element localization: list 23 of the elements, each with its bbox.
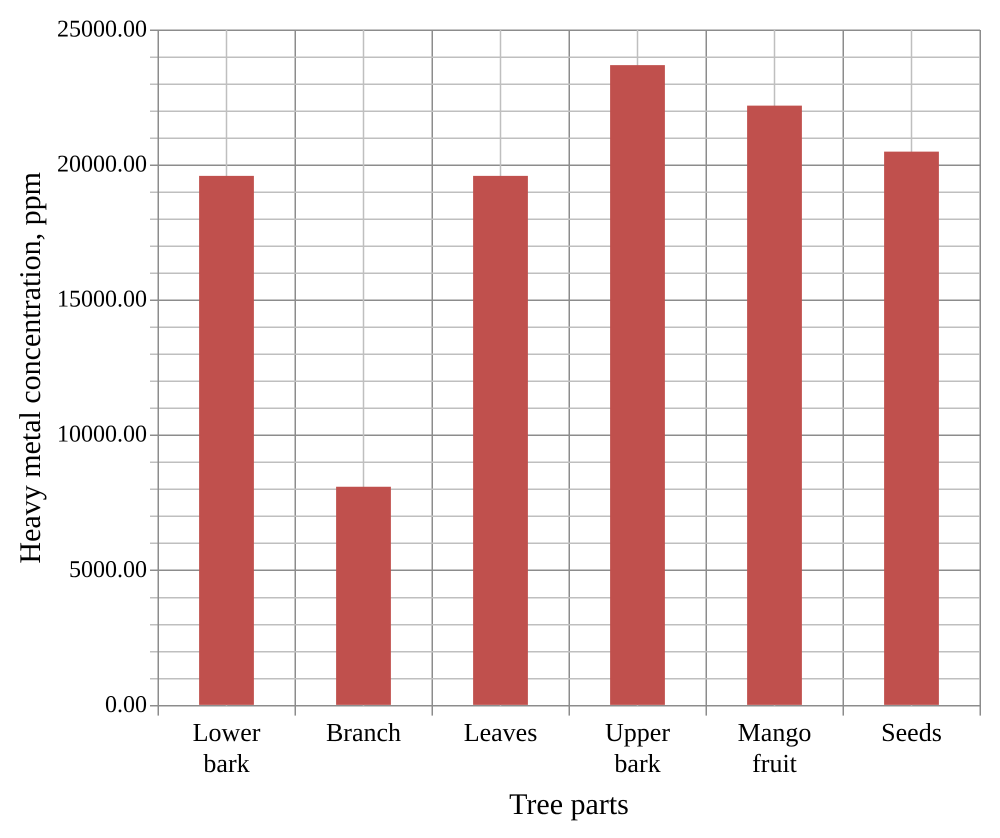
category-label: bark	[203, 749, 250, 778]
bar	[884, 152, 939, 705]
bar	[610, 65, 665, 705]
x-tick-label: Leaves	[464, 718, 538, 748]
x-tick-label: Seeds	[881, 718, 942, 748]
y-tick-label: 5000.00	[69, 556, 147, 583]
y-tick-label: 15000.00	[57, 286, 147, 313]
bar	[473, 176, 528, 705]
category-label: Lower	[192, 718, 260, 748]
x-tick-label: Branch	[326, 718, 402, 748]
category-label: Upper	[605, 718, 670, 748]
y-tick-label: 0.00	[105, 692, 147, 718]
y-tick-label: 25000.00	[57, 16, 147, 42]
y-tick-label: 20000.00	[57, 151, 147, 178]
bar	[747, 106, 802, 705]
category-label: Mango	[738, 718, 812, 748]
bar	[199, 176, 254, 705]
bar	[336, 486, 391, 705]
category-label: bark	[614, 749, 661, 778]
y-tick-label: 10000.00	[57, 422, 147, 448]
x-axis-title: Tree parts	[509, 788, 629, 821]
category-label: fruit	[752, 749, 797, 778]
y-axis-title: Heavy metal concentration, ppm	[14, 172, 47, 564]
